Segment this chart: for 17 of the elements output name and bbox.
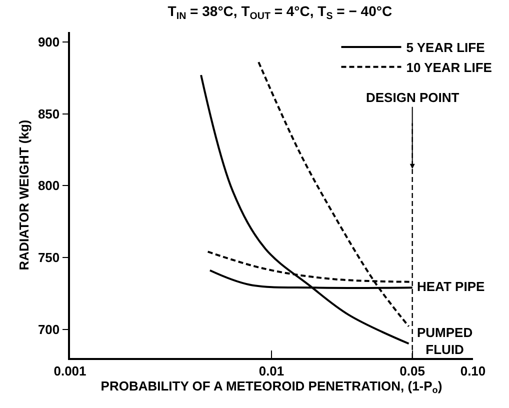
legend-label: 5 YEAR LIFE [406,40,486,56]
ref-line-label: DESIGN POINT [366,90,460,105]
y-tick-label: 700 [38,322,60,337]
x-tick-label: 0.01 [258,363,284,378]
x-axis-title: PROBABILITY OF A METEOROID PENETRATION, (1-P$_{o}$) [100,378,442,396]
y-tick-label: 850 [38,106,60,122]
x-tick-label: 0.001 [54,363,86,378]
legend-label: 10 YEAR LIFE [406,60,492,75]
y-tick-label: 900 [38,34,60,50]
y-axis-title: RADIATOR WEIGHT (kg) [16,120,32,270]
y-tick-label: 750 [38,250,60,266]
y-tick-label: 800 [38,178,60,194]
x-tick-label: 0.10 [460,363,486,378]
x-tick-label: 0.05 [400,363,425,378]
annotation: HEAT PIPE [417,279,485,294]
annotation: PUMPED FLUID [417,325,473,357]
chart-title: T$_{IN}$ = 38°C, T$_{OUT}$ = 4°C, T$_{S}$ = − 40°C [168,2,392,22]
